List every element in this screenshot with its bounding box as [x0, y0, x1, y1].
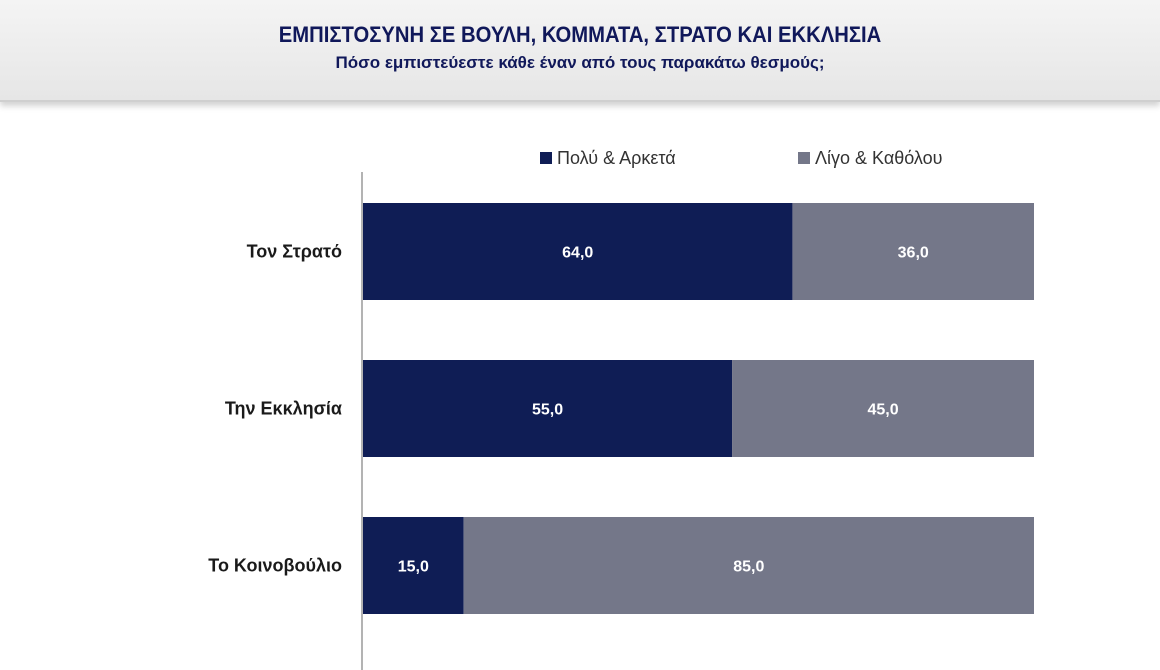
bar-segment-low-trust: [732, 360, 1034, 457]
legend-swatch: [798, 152, 810, 164]
bar-segment-high-trust: [363, 360, 733, 457]
data-label: 36,0: [898, 245, 929, 262]
bar-segment-low-trust: [463, 517, 1034, 614]
category-label: Τον Στρατό: [247, 242, 342, 262]
data-label: 55,0: [532, 402, 563, 419]
legend: Πολύ & Αρκετά Λίγο & Καθόλου: [540, 148, 943, 168]
bar-segment-high-trust: [363, 203, 793, 300]
data-label: 85,0: [733, 559, 764, 576]
bar-segment-low-trust: [792, 203, 1034, 300]
category-label: Την Εκκλησία: [225, 399, 342, 419]
legend-label: Πολύ & Αρκετά: [557, 148, 676, 168]
bar-segment-high-trust: [363, 517, 464, 614]
legend-swatch: [540, 152, 552, 164]
chart-header: ΕΜΠΙΣΤΟΣΥΝΗ ΣΕ ΒΟΥΛΗ, ΚΟΜΜΑΤΑ, ΣΤΡΑΤΟ ΚΑ…: [0, 0, 1160, 102]
data-label: 15,0: [398, 559, 429, 576]
chart-subtitle: Πόσο εμπιστεύεστε κάθε έναν από τους παρ…: [335, 53, 825, 72]
legend-label: Λίγο & Καθόλου: [815, 148, 943, 168]
category-label: Το Κοινοβούλιο: [208, 556, 342, 576]
chart-title: ΕΜΠΙΣΤΟΣΥΝΗ ΣΕ ΒΟΥΛΗ, ΚΟΜΜΑΤΑ, ΣΤΡΑΤΟ ΚΑ…: [278, 22, 882, 47]
bars-group: Τον Στρατό 64,0 36,0 Την Εκκλησία 55,0 45,0 Το…: [208, 203, 1034, 614]
data-label: 45,0: [867, 402, 898, 419]
data-label: 64,0: [562, 245, 593, 262]
